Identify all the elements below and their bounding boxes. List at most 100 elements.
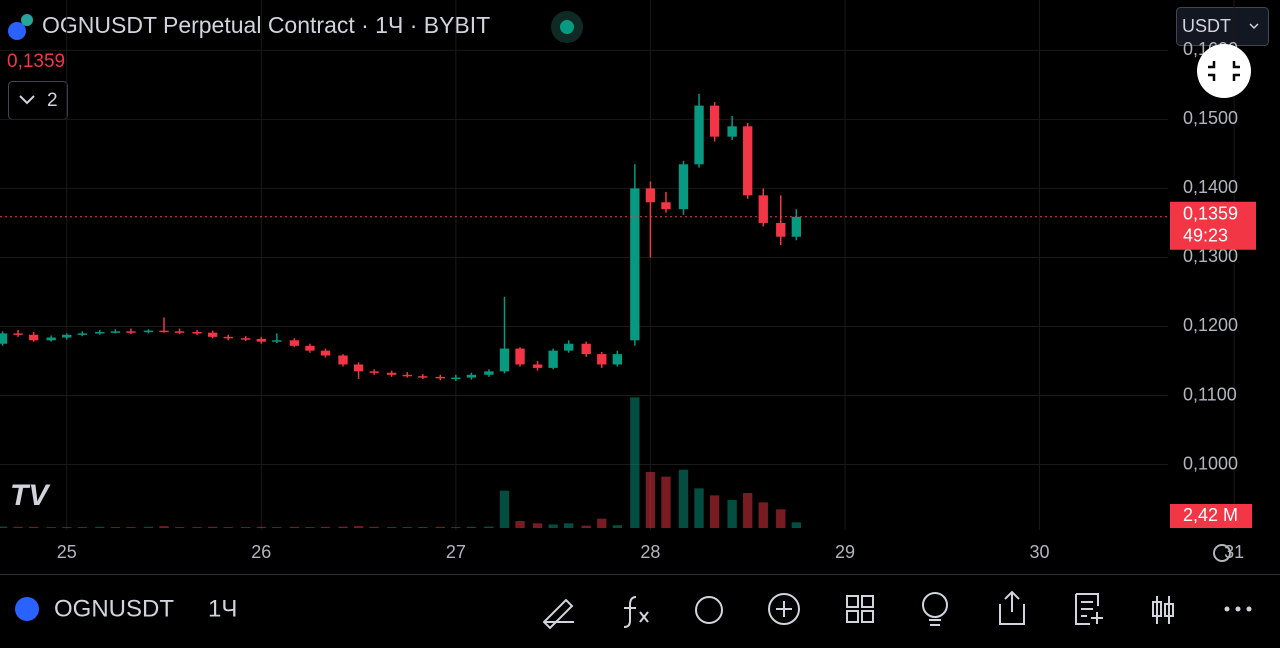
collapse-icon <box>1208 61 1240 81</box>
volume-bar <box>564 523 574 528</box>
y-tick-label: 0,1300 <box>1183 246 1238 266</box>
volume-bar <box>126 527 136 528</box>
volume-bar <box>581 525 591 528</box>
indicators-toggle[interactable] <box>8 81 68 120</box>
candle-body <box>13 333 23 335</box>
settings-icon[interactable] <box>1213 544 1231 562</box>
bulb-base <box>929 619 941 626</box>
volume-bar <box>256 526 266 528</box>
candle-body <box>110 331 121 333</box>
candle-body <box>289 340 300 346</box>
volume-bar <box>418 527 428 528</box>
candle-body <box>241 338 251 340</box>
x-tick-label: 26 <box>251 542 271 562</box>
volume-bar <box>241 527 251 528</box>
candle-body <box>143 330 154 333</box>
share-tool[interactable] <box>999 590 1025 625</box>
volume-bar <box>435 526 445 528</box>
candle-body <box>581 343 591 355</box>
volume-bar <box>776 509 786 528</box>
candle-body <box>743 126 753 196</box>
candle-body <box>256 338 266 342</box>
volume-bar <box>532 523 543 528</box>
axes: 0,16000,15000,14000,13000,12000,11000,10… <box>0 39 1256 562</box>
volume-bar <box>727 500 737 528</box>
more-menu[interactable] <box>1224 606 1252 612</box>
layout-tool[interactable] <box>846 595 859 608</box>
volume-bar <box>597 518 607 528</box>
x-tick-label: 27 <box>446 542 466 562</box>
volume-bar <box>223 527 233 528</box>
volume-bar <box>13 526 23 528</box>
candle-body <box>174 331 185 333</box>
volume-bar <box>694 488 704 528</box>
volume-bar <box>0 526 8 528</box>
chart-type-tool[interactable] <box>1156 596 1170 624</box>
volume-box <box>1170 504 1252 528</box>
last-price: 0,1359 <box>7 51 65 72</box>
volume-bar <box>612 525 623 528</box>
dot <box>1246 606 1252 612</box>
candle-body <box>484 371 494 375</box>
candle-body <box>709 105 720 137</box>
candle-body <box>776 222 786 237</box>
candle-body <box>597 354 607 365</box>
volume-bar <box>192 527 202 528</box>
volume-bar <box>143 526 154 528</box>
candle-body <box>727 126 737 137</box>
interval[interactable]: 1Ч <box>208 595 237 622</box>
volume-bar <box>630 397 640 528</box>
candle-body <box>46 337 56 341</box>
draw-tool[interactable] <box>542 598 574 630</box>
y-tick-label: 0,1200 <box>1183 315 1238 335</box>
symbol-icon <box>15 597 39 621</box>
fullscreen-exit-button[interactable] <box>1197 44 1251 98</box>
volume-bar <box>645 472 656 528</box>
candle-body <box>159 330 169 333</box>
indicator-tool[interactable] <box>623 596 649 628</box>
add-tool[interactable] <box>768 593 800 625</box>
x-tick-label: 29 <box>835 542 855 562</box>
tv-logo: TV <box>10 479 51 512</box>
volume-bar <box>338 526 348 528</box>
volume-bar <box>289 526 300 528</box>
volume-bar <box>709 495 720 528</box>
volume-bar <box>46 527 56 528</box>
volume-bar <box>305 527 315 528</box>
candle-body <box>386 372 397 375</box>
volume-bar <box>466 526 477 528</box>
candle-body <box>77 333 87 335</box>
status-dot <box>560 20 574 34</box>
candle-icon <box>1152 601 1162 617</box>
candle-body <box>126 331 136 333</box>
dot <box>1235 606 1241 612</box>
volume-bar <box>386 527 397 528</box>
candle-icon <box>1164 603 1174 617</box>
candle-body <box>305 345 315 351</box>
toolbar <box>542 590 1174 630</box>
alert-tool[interactable] <box>695 596 723 624</box>
candle-body <box>402 374 412 377</box>
volume-bar <box>207 526 218 528</box>
candles <box>0 93 801 382</box>
candle-body <box>418 376 428 378</box>
candle-body <box>678 164 689 210</box>
candle-body <box>435 376 445 379</box>
volume-bar <box>758 502 768 528</box>
ideas-tool[interactable] <box>922 592 948 618</box>
dot <box>1224 606 1230 612</box>
candle-body <box>223 336 233 339</box>
symbol[interactable]: OGNUSDT <box>54 595 174 622</box>
x-tick-label: 28 <box>640 542 660 562</box>
volume-bar <box>320 526 331 528</box>
x-tick-label: 25 <box>57 542 77 562</box>
y-tick-label: 0,1400 <box>1183 177 1238 197</box>
volume-bar <box>110 527 121 528</box>
volume-bar <box>28 526 39 528</box>
exchange-icon <box>21 14 33 26</box>
candle-body <box>369 371 379 373</box>
candle-body <box>630 188 640 341</box>
candle-body <box>451 377 461 380</box>
notes-tool[interactable] <box>1075 593 1103 625</box>
last-price-label: 0,1359 <box>1183 203 1238 223</box>
